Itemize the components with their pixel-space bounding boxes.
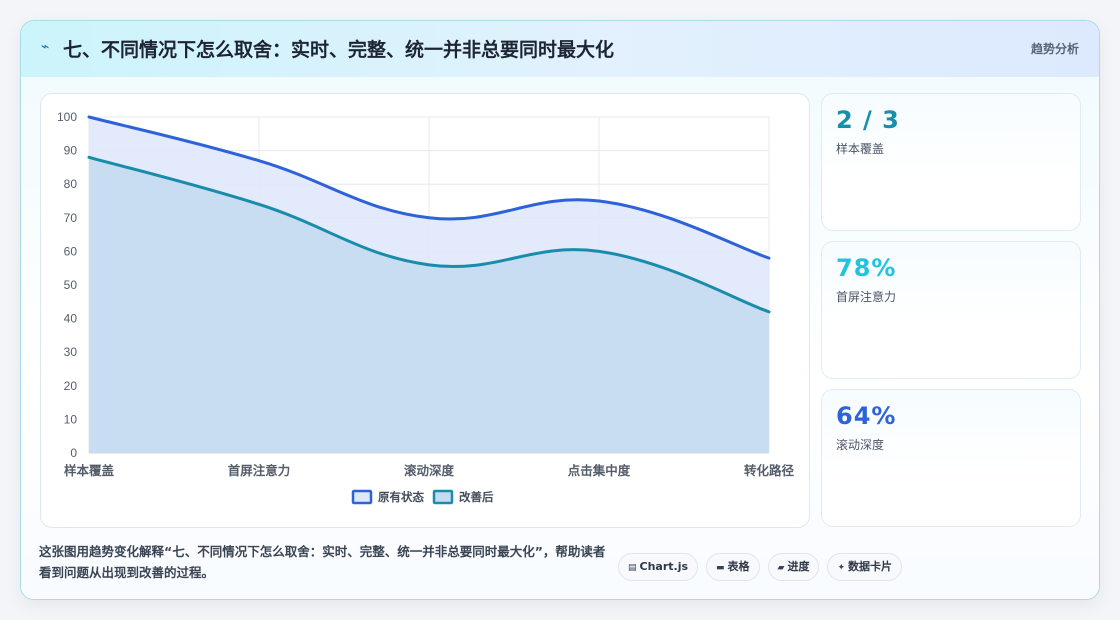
area-chart: 0 10 20 30 40 50 60 70 80 90 100 样本覆盖 首屏注意力 滚动深度 点击集中度… bbox=[40, 93, 810, 528]
legend-swatch bbox=[432, 489, 454, 505]
pill-data-cards[interactable]: ✦ 数据卡片 bbox=[827, 553, 903, 581]
header-tag: 趋势分析 bbox=[1030, 42, 1079, 56]
pill-label: Chart.js bbox=[639, 560, 689, 573]
x-tick-label: 样本覆盖 bbox=[64, 463, 115, 478]
lightning-icon: ⌁ bbox=[41, 39, 50, 55]
pill-progress[interactable]: ▰ 进度 bbox=[767, 553, 820, 581]
y-tick-label: 40 bbox=[64, 312, 78, 326]
pill-label: 表格 bbox=[727, 560, 750, 573]
y-tick-label: 50 bbox=[64, 278, 78, 292]
tag-list: ▤ Chart.js ▬ 表格 ▰ 进度 ✦ 数据卡片 bbox=[618, 553, 903, 581]
y-tick-label: 90 bbox=[64, 144, 78, 158]
legend-label: 改善后 bbox=[459, 490, 494, 504]
stat-label: 首屏注意力 bbox=[836, 290, 897, 304]
sparkle-icon: ✦ bbox=[837, 563, 846, 573]
y-tick-label: 10 bbox=[64, 412, 78, 426]
stat-card-scroll: 64% 滚动深度 bbox=[821, 389, 1081, 527]
x-tick-label: 滚动深度 bbox=[404, 463, 455, 478]
page-title: 七、不同情况下怎么取舍：实时、完整、统一并非总要同时最大化 bbox=[63, 39, 615, 61]
series-area-1 bbox=[89, 157, 769, 453]
stat-label: 滚动深度 bbox=[836, 438, 885, 452]
y-tick-label: 70 bbox=[64, 211, 78, 225]
progress-icon: ▰ bbox=[777, 563, 785, 573]
x-tick-label: 首屏注意力 bbox=[228, 463, 291, 478]
stat-value: 78% bbox=[836, 254, 897, 282]
pill-table[interactable]: ▬ 表格 bbox=[706, 553, 760, 581]
chart-icon: ▤ bbox=[628, 563, 637, 573]
stat-value: 2 / 3 bbox=[836, 106, 900, 134]
stat-card-attention: 78% 首屏注意力 bbox=[821, 241, 1081, 379]
stat-value: 64% bbox=[836, 402, 897, 430]
y-tick-label: 60 bbox=[64, 244, 78, 258]
y-tick-label: 100 bbox=[57, 110, 77, 124]
pill-label: 进度 bbox=[787, 560, 810, 573]
y-tick-label: 80 bbox=[64, 177, 78, 191]
stat-label: 样本覆盖 bbox=[836, 142, 885, 156]
x-tick-label: 转化路径 bbox=[744, 463, 795, 478]
panel-header: ⌁ 七、不同情况下怎么取舍：实时、完整、统一并非总要同时最大化 趋势分析 bbox=[21, 21, 1099, 77]
chart-description: 这张图用趋势变化解释“七、不同情况下怎么取舍：实时、完整、统一并非总要同时最大化… bbox=[39, 544, 606, 580]
x-tick-label: 点击集中度 bbox=[568, 463, 631, 478]
stat-card-coverage: 2 / 3 样本覆盖 bbox=[821, 93, 1081, 231]
legend-swatch bbox=[351, 489, 373, 505]
y-tick-label: 0 bbox=[70, 446, 77, 460]
y-tick-label: 30 bbox=[64, 345, 78, 359]
table-icon: ▬ bbox=[716, 563, 725, 573]
panel-card: ⌁ 七、不同情况下怎么取舍：实时、完整、统一并非总要同时最大化 趋势分析 0 10… bbox=[20, 20, 1100, 600]
y-tick-label: 20 bbox=[64, 379, 78, 393]
pill-label: 数据卡片 bbox=[848, 560, 893, 573]
pill-chartjs[interactable]: ▤ Chart.js bbox=[618, 553, 699, 581]
chart-svg: 0 10 20 30 40 50 60 70 80 90 100 样本覆盖 首屏注意力 滚动深度 点击集中度… bbox=[57, 110, 795, 505]
legend-label: 原有状态 bbox=[378, 490, 424, 504]
